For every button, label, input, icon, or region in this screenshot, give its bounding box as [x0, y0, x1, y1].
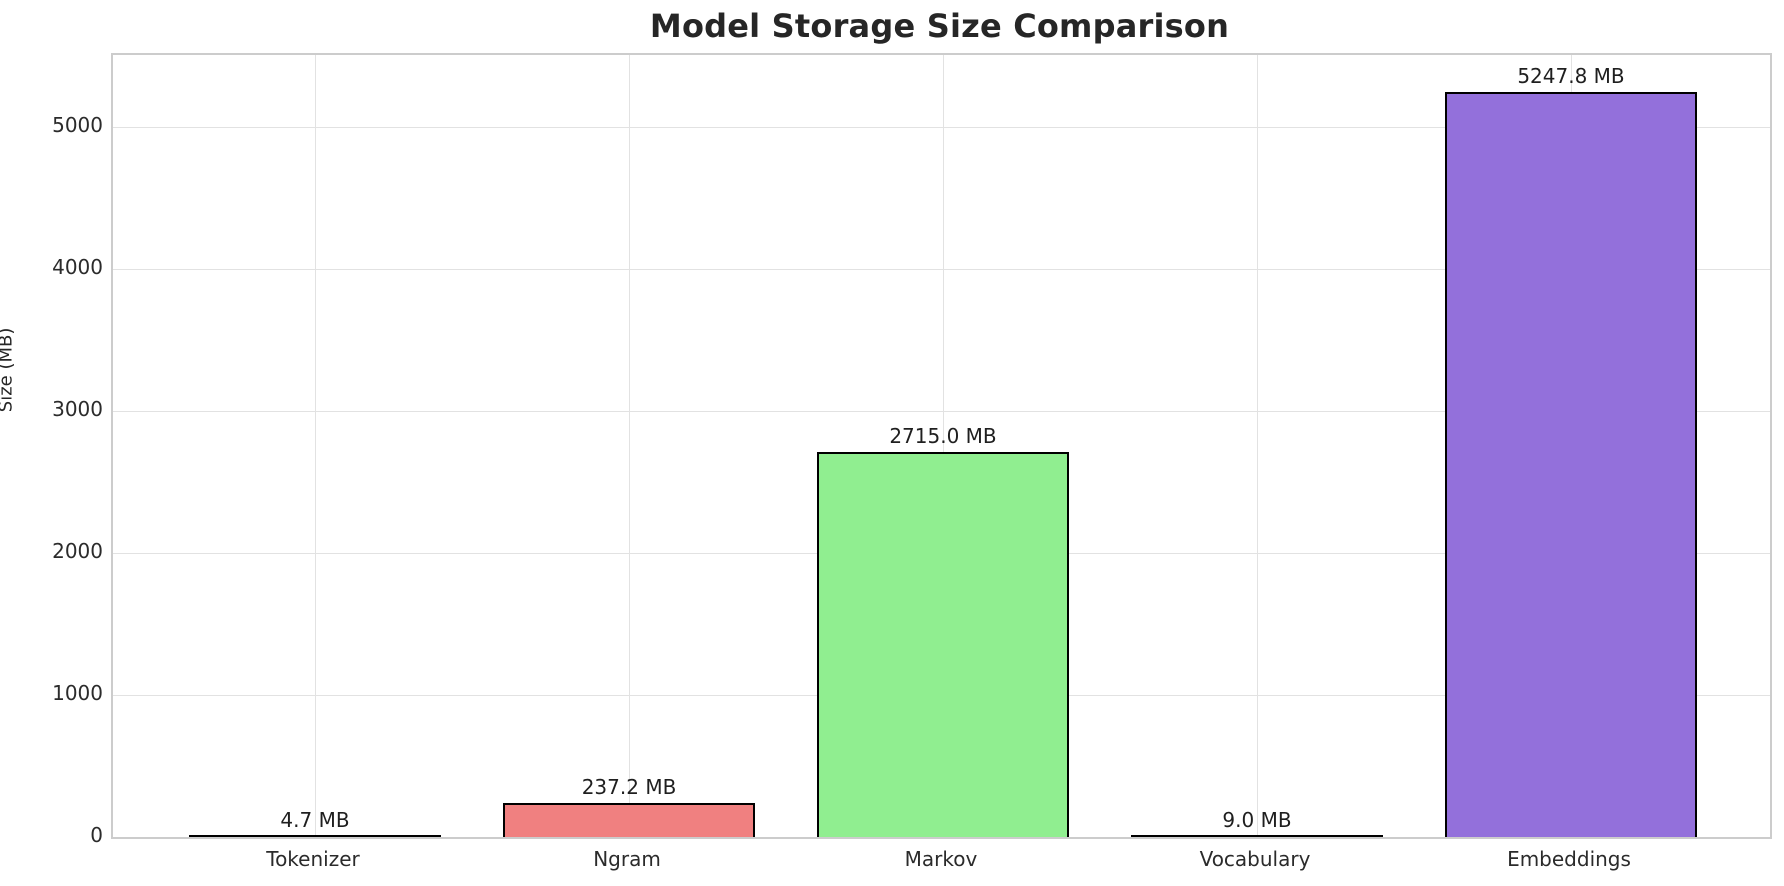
value-label-ngram: 237.2 MB: [581, 775, 677, 800]
bar-markov: [817, 451, 1069, 837]
x-tick-label-vocabulary: Vocabulary: [1199, 847, 1311, 871]
gridline-h-3000: [113, 411, 1770, 413]
x-tick-label-ngram: Ngram: [593, 847, 661, 871]
gridline-v-tokenizer: [315, 55, 316, 837]
plot-area: 4.7 MB 237.2 MB 2715.0 MB 9.0 MB 5247.8 MB: [111, 53, 1772, 839]
x-tick-label-tokenizer: Tokenizer: [266, 847, 360, 871]
bar-tokenizer: [189, 834, 441, 837]
y-tick-label-3000: 3000: [52, 397, 103, 422]
value-label-embeddings: 5247.8 MB: [1517, 64, 1625, 89]
gridline-v-ngram: [629, 55, 630, 837]
value-label-markov: 2715.0 MB: [889, 423, 997, 448]
bar-ngram: [503, 803, 755, 837]
gridline-v-vocabulary: [1257, 55, 1258, 837]
bar-vocabulary: [1131, 834, 1383, 837]
y-tick-label-1000: 1000: [52, 681, 103, 706]
y-tick-label-4000: 4000: [52, 255, 103, 280]
bar-embeddings: [1445, 92, 1697, 837]
value-label-tokenizer: 4.7 MB: [280, 808, 350, 833]
chart-title: Model Storage Size Comparison: [649, 7, 1230, 45]
y-tick-label-5000: 5000: [52, 113, 103, 138]
y-tick-label-2000: 2000: [52, 539, 103, 564]
gridline-h-4000: [113, 269, 1770, 271]
gridline-v-markov: [943, 55, 944, 837]
value-label-vocabulary: 9.0 MB: [1222, 807, 1292, 832]
x-tick-label-embeddings: Embeddings: [1507, 847, 1631, 871]
x-tick-label-markov: Markov: [904, 847, 978, 871]
gridline-h-5000: [113, 127, 1770, 129]
y-tick-label-0: 0: [90, 823, 103, 847]
